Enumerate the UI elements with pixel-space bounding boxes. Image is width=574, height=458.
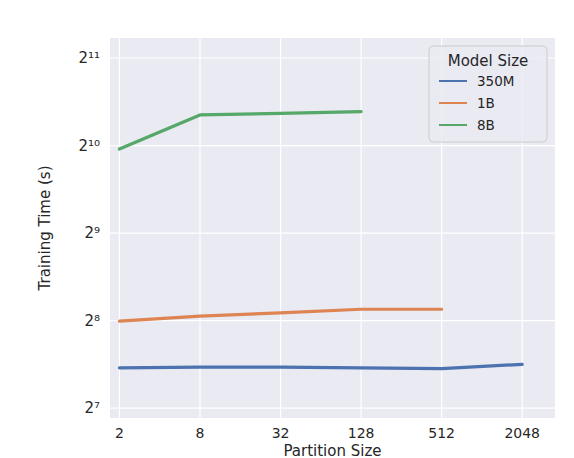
y-tick-label: 2⁹ bbox=[84, 224, 100, 242]
y-tick-label: 2¹⁰ bbox=[78, 137, 100, 155]
x-grid-line bbox=[119, 38, 120, 418]
legend: Model Size 350M 1B 8B bbox=[429, 46, 547, 142]
y-axis-label: Training Time (s) bbox=[36, 166, 54, 292]
x-tick-label: 8 bbox=[196, 425, 205, 441]
legend-swatch bbox=[439, 124, 467, 126]
y-tick-label: 2⁷ bbox=[84, 399, 100, 417]
x-tick-label: 2048 bbox=[504, 425, 540, 441]
x-axis-label: Partition Size bbox=[283, 442, 381, 458]
x-tick-label: 32 bbox=[272, 425, 290, 441]
y-grid-line bbox=[110, 407, 555, 408]
legend-label: 8B bbox=[477, 117, 495, 133]
y-tick-label: 2⁸ bbox=[84, 312, 100, 330]
legend-title: Model Size bbox=[448, 52, 529, 70]
series-line bbox=[119, 309, 441, 321]
chart: 2 8 32 128 512 2048 2⁷ 2⁸ 2⁹ 2¹⁰ 2¹¹ Partition Size… bbox=[0, 0, 574, 458]
x-tick-label: 128 bbox=[348, 425, 375, 441]
legend-swatch bbox=[439, 102, 467, 104]
legend-label: 350M bbox=[477, 73, 514, 89]
legend-box bbox=[429, 46, 547, 142]
legend-label: 1B bbox=[477, 95, 495, 111]
series-line bbox=[119, 364, 522, 368]
x-grid-line bbox=[199, 38, 200, 418]
y-grid-line bbox=[110, 145, 555, 146]
x-grid-line bbox=[280, 38, 281, 418]
x-tick-label: 2 bbox=[115, 425, 124, 441]
series-group bbox=[119, 112, 522, 369]
x-tick-label: 512 bbox=[428, 425, 455, 441]
legend-swatch bbox=[439, 80, 467, 82]
y-grid-line bbox=[110, 232, 555, 233]
plot-area bbox=[110, 38, 555, 418]
y-tick-label: 2¹¹ bbox=[78, 49, 100, 67]
y-grid-line bbox=[110, 320, 555, 321]
x-grid-line bbox=[361, 38, 362, 418]
series-line bbox=[119, 112, 361, 149]
